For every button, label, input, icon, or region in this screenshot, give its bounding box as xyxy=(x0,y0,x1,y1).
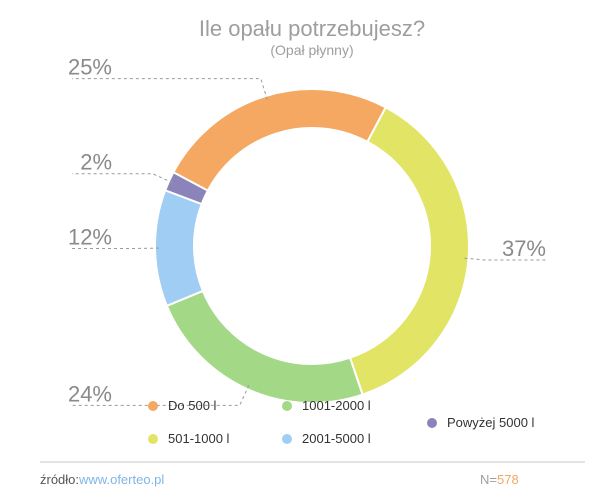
legend-swatch-powy-ej-5000-l xyxy=(427,418,437,428)
n-label: N= xyxy=(480,472,497,487)
slice-1001-2000-l xyxy=(165,289,364,404)
legend-label-501-1000-l: 501-1000 l xyxy=(168,431,230,446)
legend-swatch-do-500-l xyxy=(148,401,158,411)
source-label: źródło: xyxy=(40,472,79,487)
value-labels: 25% 37% 24% 12% 2% xyxy=(68,55,546,407)
legend-label-2001-5000-l: 2001-5000 l xyxy=(302,431,371,446)
source-link[interactable]: www.oferteo.pl xyxy=(78,472,164,487)
legend-swatch-2001-5000-l xyxy=(282,434,292,444)
legend-item-501-1000-l: 501-1000 l xyxy=(148,431,230,446)
n-value: 578 xyxy=(497,472,519,487)
value-label-1001-2000-l: 24% xyxy=(68,381,112,406)
legend-item-powy-ej-5000-l: Powyżej 5000 l xyxy=(427,415,535,430)
slice-501-1000-l xyxy=(348,106,470,396)
legend-label-do-500-l: Do 500 l xyxy=(168,398,217,413)
legend-item-1001-2000-l: 1001-2000 l xyxy=(282,398,371,413)
chart-subtitle: (Opał płynny) xyxy=(270,42,353,58)
leader-line-powy-ej-5000-l xyxy=(72,173,173,184)
legend-label-1001-2000-l: 1001-2000 l xyxy=(302,398,371,413)
footer: źródło:www.oferteo.pl N=578 xyxy=(40,461,585,487)
leader-lines xyxy=(72,78,548,406)
slice-powy-ej-5000-l xyxy=(163,170,210,206)
legend-item-2001-5000-l: 2001-5000 l xyxy=(282,431,371,446)
svg-text:źródło:www.oferteo.pl: źródło:www.oferteo.pl xyxy=(40,472,164,487)
leader-line-501-1000-l xyxy=(464,257,548,261)
legend-item-do-500-l: Do 500 l xyxy=(148,398,217,413)
chart-title: Ile opału potrzebujesz? xyxy=(199,16,425,41)
value-label-do-500-l: 25% xyxy=(68,55,112,80)
legend-swatch-1001-2000-l xyxy=(282,401,292,411)
value-label-501-1000-l: 37% xyxy=(502,236,546,261)
leader-line-do-500-l xyxy=(72,78,268,100)
donut-slices xyxy=(154,88,470,404)
svg-text:N=578: N=578 xyxy=(480,472,519,487)
slice-do-500-l xyxy=(172,88,388,192)
slice-2001-5000-l xyxy=(154,188,205,308)
legend-label-powy-ej-5000-l: Powyżej 5000 l xyxy=(447,415,535,430)
legend: Do 500 l 501-1000 l 1001-2000 l 2001-5000 l… xyxy=(148,398,535,446)
value-label-2001-5000-l: 12% xyxy=(68,224,112,249)
value-label-powy-ej-5000-l: 2% xyxy=(80,150,112,175)
leader-line-1001-2000-l xyxy=(72,385,250,406)
legend-swatch-501-1000-l xyxy=(148,434,158,444)
